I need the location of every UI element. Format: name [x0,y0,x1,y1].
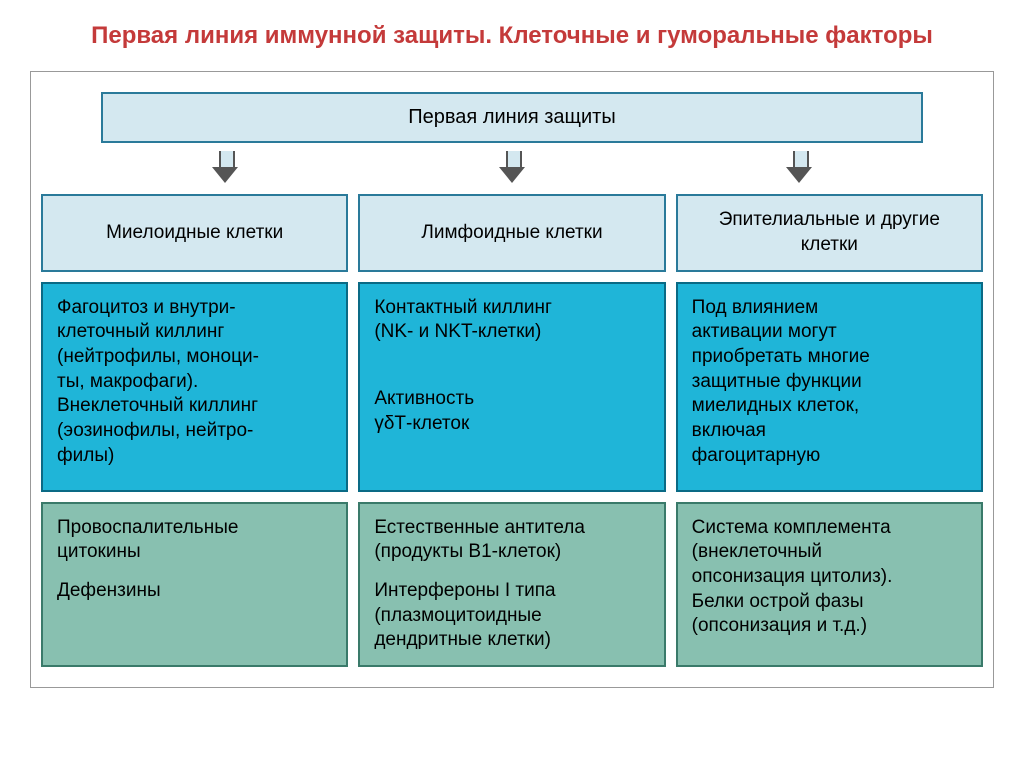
arrow-down-icon [214,151,236,181]
text-line: (внеклеточный [692,541,822,562]
text-line: Внеклеточный киллинг [57,395,258,416]
green-cell-3: Система комплемента (внеклеточный опсони… [676,502,983,667]
text-line: защитные функции [692,371,862,392]
text-line: опсонизация цитолиз). [692,566,893,587]
text-line: филы) [57,445,114,466]
top-box: Первая линия защиты [101,92,923,143]
green-row: Провоспалительные цитокины Дефензины Ест… [41,502,983,667]
text-line: дендритные клетки) [374,629,551,650]
text-line: фагоцитарную [692,445,821,466]
text-line: (продукты В1-клеток) [374,541,561,562]
text-line: (нейтрофилы, моноци- [57,346,259,367]
blue-cell-1: Фагоцитоз и внутри- клеточный киллинг (н… [41,282,348,492]
diagram-container: Первая линия защиты Миелоидные клетки Ли… [30,71,994,688]
text-line: Фагоцитоз и внутри- [57,297,236,318]
arrow-down-icon [788,151,810,181]
text-line: Интерфероны I типа [374,580,555,601]
col-header-1: Миелоидные клетки [41,194,348,271]
text-line: (плазмоцитоидные [374,605,541,626]
col-header-2: Лимфоидные клетки [358,194,665,271]
text-line: включая [692,420,766,441]
text-line: приобретать многие [692,346,870,367]
text-line: цитокины [57,541,141,562]
text-line: Система комплемента [692,517,891,538]
text-line: Белки острой фазы [692,591,864,612]
green-cell-1: Провоспалительные цитокины Дефензины [41,502,348,667]
text-line: Естественные антитела [374,517,585,538]
text-line: ты, макрофаги). [57,371,198,392]
text-line: клеточный киллинг [57,321,224,342]
arrow-down-icon [501,151,523,181]
arrows-row [81,151,943,186]
header-row: Миелоидные клетки Лимфоидные клетки Эпит… [41,194,983,271]
text-line: миелидных клеток, [692,395,860,416]
text-line: (эозинофилы, нейтро- [57,420,253,441]
text-line: активации могут [692,321,837,342]
text-line: γδТ-клеток [374,413,469,434]
page-title: Первая линия иммунной защиты. Клеточные … [30,20,994,51]
green-cell-2: Естественные антитела (продукты В1-клето… [358,502,665,667]
text-line: Контактный киллинг [374,297,552,318]
text-line: (опсонизация и т.д.) [692,615,867,636]
text-line: Дефензины [57,580,161,601]
text-line: (NK- и NKT-клетки) [374,321,541,342]
blue-row: Фагоцитоз и внутри- клеточный киллинг (н… [41,282,983,492]
blue-cell-2: Контактный киллинг (NK- и NKT-клетки) Ак… [358,282,665,492]
text-line: Провоспалительные [57,517,238,538]
col-header-3: Эпителиальные и другие клетки [676,194,983,271]
text-line: Активность [374,388,474,409]
blue-cell-3: Под влиянием активации могут приобретать… [676,282,983,492]
text-line: Под влиянием [692,297,819,318]
